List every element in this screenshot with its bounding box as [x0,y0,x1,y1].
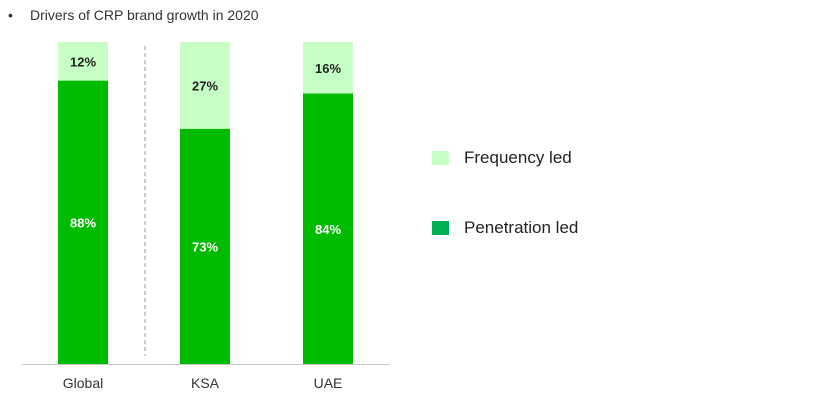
data-label-frequency-global: 12% [70,54,96,69]
bar-penetration-ksa [180,128,230,364]
legend-item-penetration: Penetration led [432,216,578,240]
legend: Frequency led Penetration led [432,146,578,286]
data-label-penetration-ksa: 73% [192,239,218,254]
data-label-frequency-uae: 16% [315,61,341,76]
bar-penetration-global [58,80,108,364]
bar-frequency-ksa [180,42,230,129]
bullet-icon: • [8,7,13,23]
category-label-ksa: KSA [191,375,220,391]
bar-frequency-global [58,42,108,81]
chart-title: Drivers of CRP brand growth in 2020 [30,7,259,23]
legend-swatch-penetration [432,221,449,235]
data-label-penetration-global: 88% [70,215,96,230]
legend-item-frequency: Frequency led [432,146,578,170]
category-label-uae: UAE [314,375,343,391]
bar-penetration-uae [303,93,353,365]
chart-title-row: • Drivers of CRP brand growth in 2020 [8,7,259,23]
data-label-frequency-ksa: 27% [192,78,218,93]
data-label-penetration-uae: 84% [315,222,341,237]
legend-label-frequency: Frequency led [464,148,572,167]
legend-swatch-frequency [432,151,449,165]
bar-frequency-uae [303,42,353,94]
category-label-global: Global [63,375,103,391]
legend-label-penetration: Penetration led [464,218,579,237]
